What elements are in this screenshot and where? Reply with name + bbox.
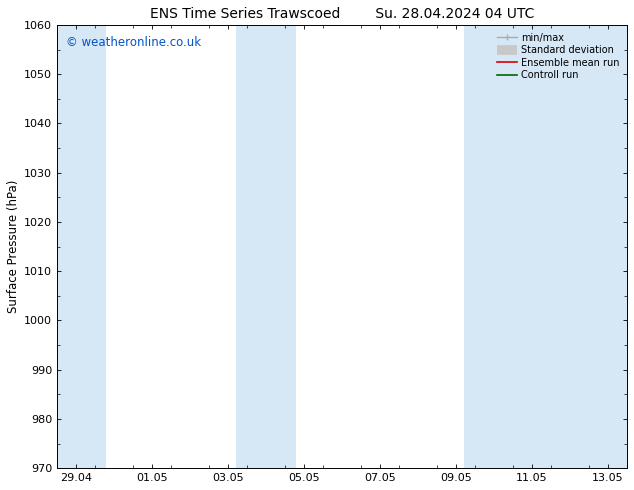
Bar bbox=[236, 25, 297, 468]
Text: © weatheronline.co.uk: © weatheronline.co.uk bbox=[66, 36, 201, 49]
Title: ENS Time Series Trawscoed        Su. 28.04.2024 04 UTC: ENS Time Series Trawscoed Su. 28.04.2024… bbox=[150, 7, 534, 21]
Bar bbox=[463, 25, 627, 468]
Y-axis label: Surface Pressure (hPa): Surface Pressure (hPa) bbox=[7, 180, 20, 313]
Bar bbox=[57, 25, 107, 468]
Legend: min/max, Standard deviation, Ensemble mean run, Controll run: min/max, Standard deviation, Ensemble me… bbox=[495, 30, 622, 83]
